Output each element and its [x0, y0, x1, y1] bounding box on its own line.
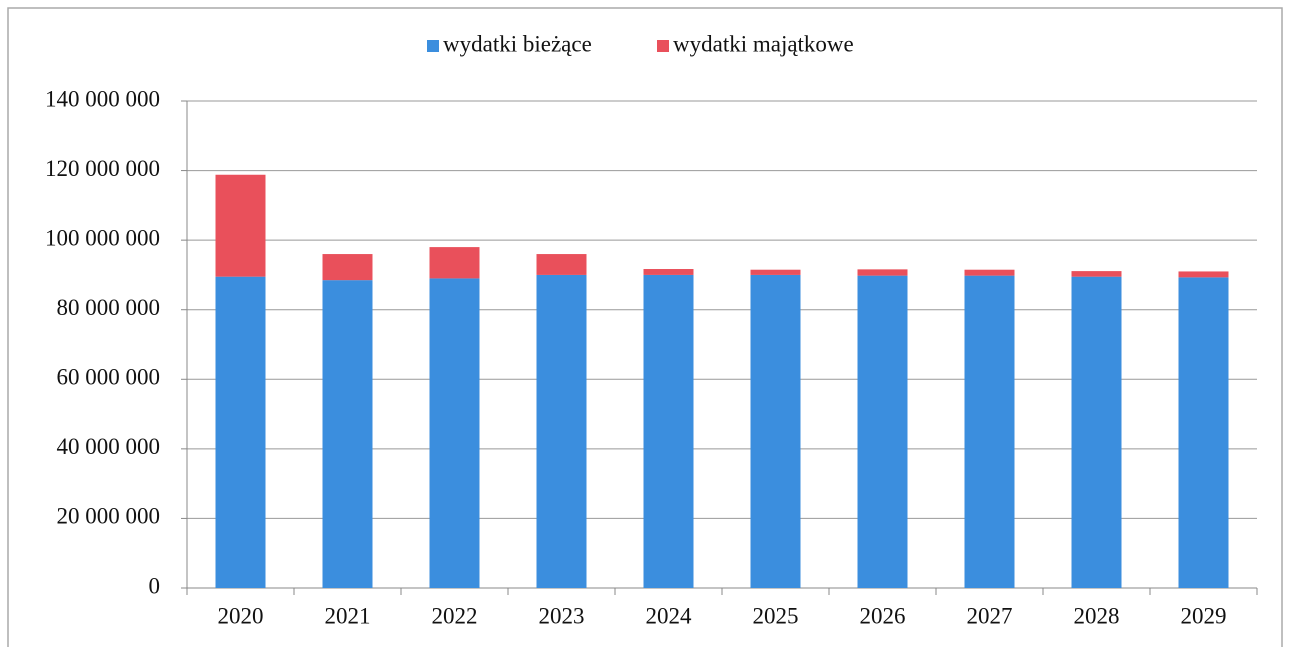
- bar-segment: [322, 280, 373, 588]
- legend-label: wydatki majątkowe: [673, 31, 854, 56]
- bar-segment: [750, 274, 801, 588]
- bar-segment: [215, 276, 266, 588]
- y-tick-label: 60 000 000: [57, 365, 161, 390]
- bar-segment: [215, 174, 266, 277]
- bar-segment: [1071, 276, 1122, 588]
- legend-label: wydatki bieżące: [443, 31, 592, 56]
- x-tick-label: 2025: [753, 603, 799, 628]
- bar-segment: [964, 275, 1015, 588]
- y-tick-label: 100 000 000: [45, 225, 160, 250]
- x-tick-label: 2027: [967, 603, 1013, 628]
- bar-segment: [322, 254, 373, 281]
- chart-border: [7, 7, 1283, 647]
- bar-segment: [1178, 271, 1229, 278]
- legend-swatch: [427, 40, 439, 52]
- legend-swatch: [657, 40, 669, 52]
- x-tick-label: 2022: [432, 603, 478, 628]
- bar-segment: [643, 274, 694, 588]
- bar-segment: [536, 274, 587, 588]
- bar-segment: [1071, 271, 1122, 277]
- x-tick-label: 2024: [646, 603, 693, 628]
- bar-segment: [750, 269, 801, 275]
- bar-segment: [857, 269, 908, 276]
- x-tick-label: 2020: [218, 603, 264, 628]
- bar-segment: [643, 269, 694, 275]
- y-tick-label: 140 000 000: [45, 86, 160, 111]
- bar-segment: [857, 275, 908, 588]
- bar-segment: [1178, 277, 1229, 588]
- y-tick-label: 120 000 000: [45, 156, 160, 181]
- y-tick-label: 0: [149, 573, 161, 598]
- bar-segment: [964, 269, 1015, 276]
- y-tick-label: 40 000 000: [57, 434, 161, 459]
- x-tick-label: 2028: [1074, 603, 1120, 628]
- x-tick-label: 2029: [1181, 603, 1227, 628]
- bar-segment: [429, 247, 480, 279]
- x-tick-label: 2023: [539, 603, 585, 628]
- y-tick-label: 20 000 000: [57, 504, 161, 529]
- bar-segment: [429, 278, 480, 588]
- bar-segment: [536, 254, 587, 275]
- x-tick-label: 2026: [860, 603, 906, 628]
- y-tick-label: 80 000 000: [57, 295, 161, 320]
- x-tick-label: 2021: [325, 603, 371, 628]
